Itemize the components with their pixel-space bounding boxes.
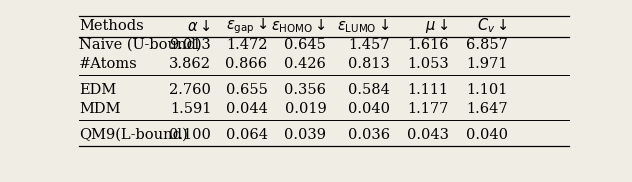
Text: $\mu\downarrow$: $\mu\downarrow$ [425,17,449,35]
Text: 0.040: 0.040 [466,128,507,142]
Text: 1.111: 1.111 [408,83,449,97]
Text: $\epsilon_{\rm LUMO}\downarrow$: $\epsilon_{\rm LUMO}\downarrow$ [337,17,390,35]
Text: 1.616: 1.616 [407,38,449,52]
Text: 0.645: 0.645 [284,38,326,52]
Text: #Atoms: #Atoms [79,57,138,71]
Text: QM9(L-bound): QM9(L-bound) [79,128,188,142]
Text: 1.053: 1.053 [407,57,449,71]
Text: EDM: EDM [79,83,116,97]
Text: 1.647: 1.647 [466,102,507,116]
Text: 6.857: 6.857 [466,38,507,52]
Text: 9.013: 9.013 [169,38,211,52]
Text: 1.457: 1.457 [348,38,390,52]
Text: 0.100: 0.100 [169,128,211,142]
Text: 0.044: 0.044 [226,102,267,116]
Text: 0.043: 0.043 [407,128,449,142]
Text: 1.177: 1.177 [408,102,449,116]
Text: 0.426: 0.426 [284,57,326,71]
Text: 0.356: 0.356 [284,83,326,97]
Text: MDM: MDM [79,102,121,116]
Text: $C_v\downarrow$: $C_v\downarrow$ [477,17,507,35]
Text: 1.971: 1.971 [466,57,507,71]
Text: 1.101: 1.101 [466,83,507,97]
Text: 0.813: 0.813 [348,57,390,71]
Text: 0.064: 0.064 [226,128,267,142]
Text: 0.040: 0.040 [348,102,390,116]
Text: Methods: Methods [79,19,143,33]
Text: 0.039: 0.039 [284,128,326,142]
Text: 0.866: 0.866 [226,57,267,71]
Text: 0.655: 0.655 [226,83,267,97]
Text: 0.036: 0.036 [348,128,390,142]
Text: 1.472: 1.472 [226,38,267,52]
Text: $\epsilon_{\rm HOMO}\downarrow$: $\epsilon_{\rm HOMO}\downarrow$ [271,17,326,35]
Text: 3.862: 3.862 [169,57,211,71]
Text: 1.591: 1.591 [170,102,211,116]
Text: 0.584: 0.584 [348,83,390,97]
Text: 0.019: 0.019 [284,102,326,116]
Text: 2.760: 2.760 [169,83,211,97]
Text: $\alpha\downarrow$: $\alpha\downarrow$ [188,19,211,33]
Text: Naive (U-bound): Naive (U-bound) [79,38,202,52]
Text: $\epsilon_{\rm gap}\downarrow$: $\epsilon_{\rm gap}\downarrow$ [226,16,267,36]
